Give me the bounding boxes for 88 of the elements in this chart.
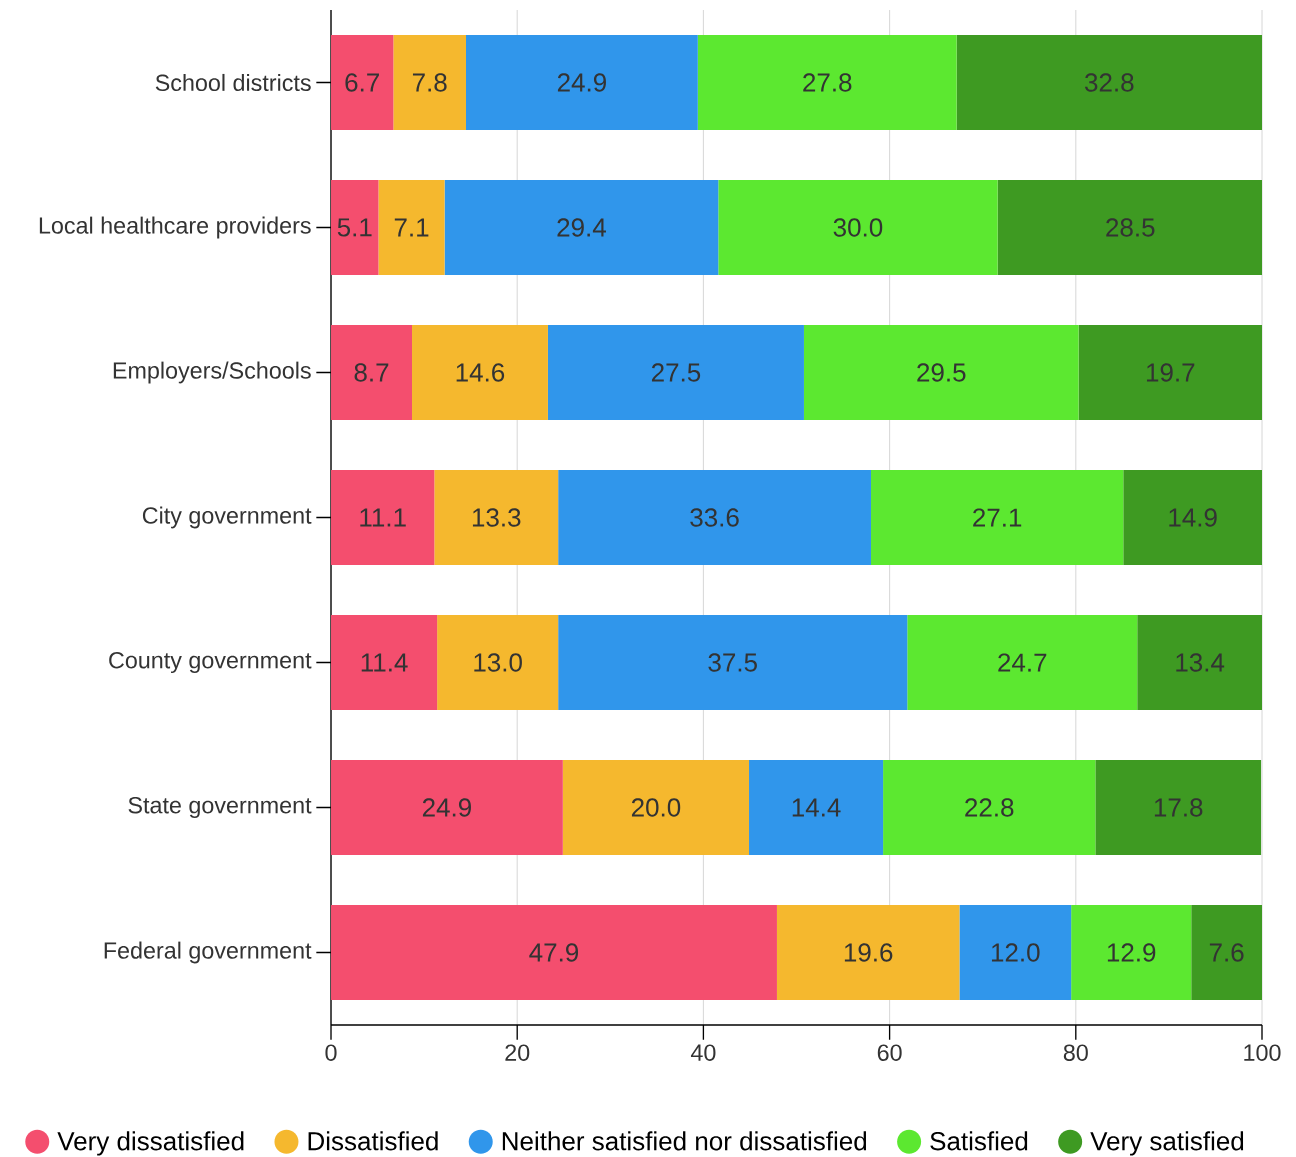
data-label: 13.0 xyxy=(474,653,522,672)
data-label: 27.5 xyxy=(651,363,701,382)
y-tick-label: Employers/Schools xyxy=(113,361,311,384)
data-label: 19.6 xyxy=(844,943,893,962)
bar xyxy=(1137,614,1262,710)
bar xyxy=(562,759,750,855)
bar xyxy=(558,469,871,565)
bar xyxy=(331,34,394,130)
bar xyxy=(466,34,698,130)
bar xyxy=(331,904,777,1000)
data-label: 17.8 xyxy=(1154,798,1203,817)
bar xyxy=(697,34,957,130)
data-label: 7.8 xyxy=(412,73,447,92)
bar xyxy=(870,469,1124,565)
bar xyxy=(331,179,379,275)
bar xyxy=(803,324,1079,420)
x-tick-label: 40 xyxy=(690,1044,716,1061)
data-label: 20.0 xyxy=(631,798,681,817)
data-label: 14.9 xyxy=(1169,508,1217,527)
bar xyxy=(558,614,908,710)
bar xyxy=(1191,904,1262,1000)
bar xyxy=(883,759,1096,855)
bar xyxy=(1095,759,1262,855)
data-label: 11.4 xyxy=(361,653,408,672)
y-tick-label: County government xyxy=(109,651,312,673)
bar xyxy=(331,324,412,420)
legend-label: Dissatisfied xyxy=(308,1131,438,1151)
data-label: 24.7 xyxy=(998,653,1047,672)
bar xyxy=(412,324,548,420)
data-label: 22.8 xyxy=(965,798,1014,817)
y-tick-label: Federal government xyxy=(104,941,312,964)
y-tick-label: School districts xyxy=(155,73,311,91)
bar xyxy=(331,469,435,565)
data-label: 27.1 xyxy=(973,508,1022,527)
data-label: 14.4 xyxy=(792,798,841,817)
bar xyxy=(959,904,1072,1000)
data-label: 28.5 xyxy=(1106,218,1155,237)
x-tick-label: 100 xyxy=(1244,1044,1281,1061)
data-label: 27.8 xyxy=(803,73,852,92)
bar xyxy=(378,179,445,275)
data-label: 12.0 xyxy=(991,943,1040,962)
bar xyxy=(393,34,466,130)
data-label: 47.9 xyxy=(529,943,579,962)
data-label: 13.4 xyxy=(1176,653,1225,672)
data-label: 11.1 xyxy=(360,508,406,527)
bar xyxy=(331,759,563,855)
bar xyxy=(444,179,719,275)
legend-label: Neither satisfied nor dissatisfied xyxy=(502,1131,867,1151)
x-tick-label: 20 xyxy=(505,1044,530,1061)
data-label: 37.5 xyxy=(708,653,757,672)
data-label: 19.7 xyxy=(1146,363,1195,382)
legend-label: Satisfied xyxy=(930,1131,1028,1151)
data-label: 32.8 xyxy=(1085,73,1134,92)
data-label: 30.0 xyxy=(833,218,883,237)
bar xyxy=(434,469,559,565)
bar xyxy=(1078,324,1262,420)
data-label: 8.7 xyxy=(354,363,389,382)
bar xyxy=(1123,469,1262,565)
legend-label: Very satisfied xyxy=(1090,1131,1244,1156)
data-label: 33.6 xyxy=(690,508,739,527)
data-label: 24.9 xyxy=(422,798,471,817)
data-label: 29.4 xyxy=(557,218,606,237)
data-label: 12.9 xyxy=(1107,943,1156,962)
x-tick-label: 80 xyxy=(1063,1044,1088,1061)
bar xyxy=(997,179,1262,275)
data-label: 5.1 xyxy=(337,218,372,237)
data-label: 14.6 xyxy=(456,363,505,382)
data-label: 7.1 xyxy=(394,218,429,237)
bar xyxy=(718,179,998,275)
y-tick-label: Local healthcare providers xyxy=(39,216,311,239)
data-label: 6.7 xyxy=(345,73,379,92)
x-tick-label: 60 xyxy=(877,1044,902,1061)
bar xyxy=(776,904,960,1000)
y-tick-label: City government xyxy=(142,506,312,529)
y-tick-label: State government xyxy=(128,796,312,818)
bar xyxy=(437,614,559,710)
data-label: 24.9 xyxy=(557,73,606,92)
bar xyxy=(956,34,1262,130)
data-label: 13.3 xyxy=(472,508,521,527)
bar xyxy=(907,614,1138,710)
bar xyxy=(547,324,804,420)
x-tick-label: 0 xyxy=(325,1044,337,1061)
bar xyxy=(749,759,884,855)
data-label: 7.6 xyxy=(1209,943,1244,962)
legend-label: Very dissatisfied xyxy=(57,1131,244,1156)
bar xyxy=(1071,904,1192,1000)
bar xyxy=(331,614,438,710)
data-label: 29.5 xyxy=(917,363,966,382)
